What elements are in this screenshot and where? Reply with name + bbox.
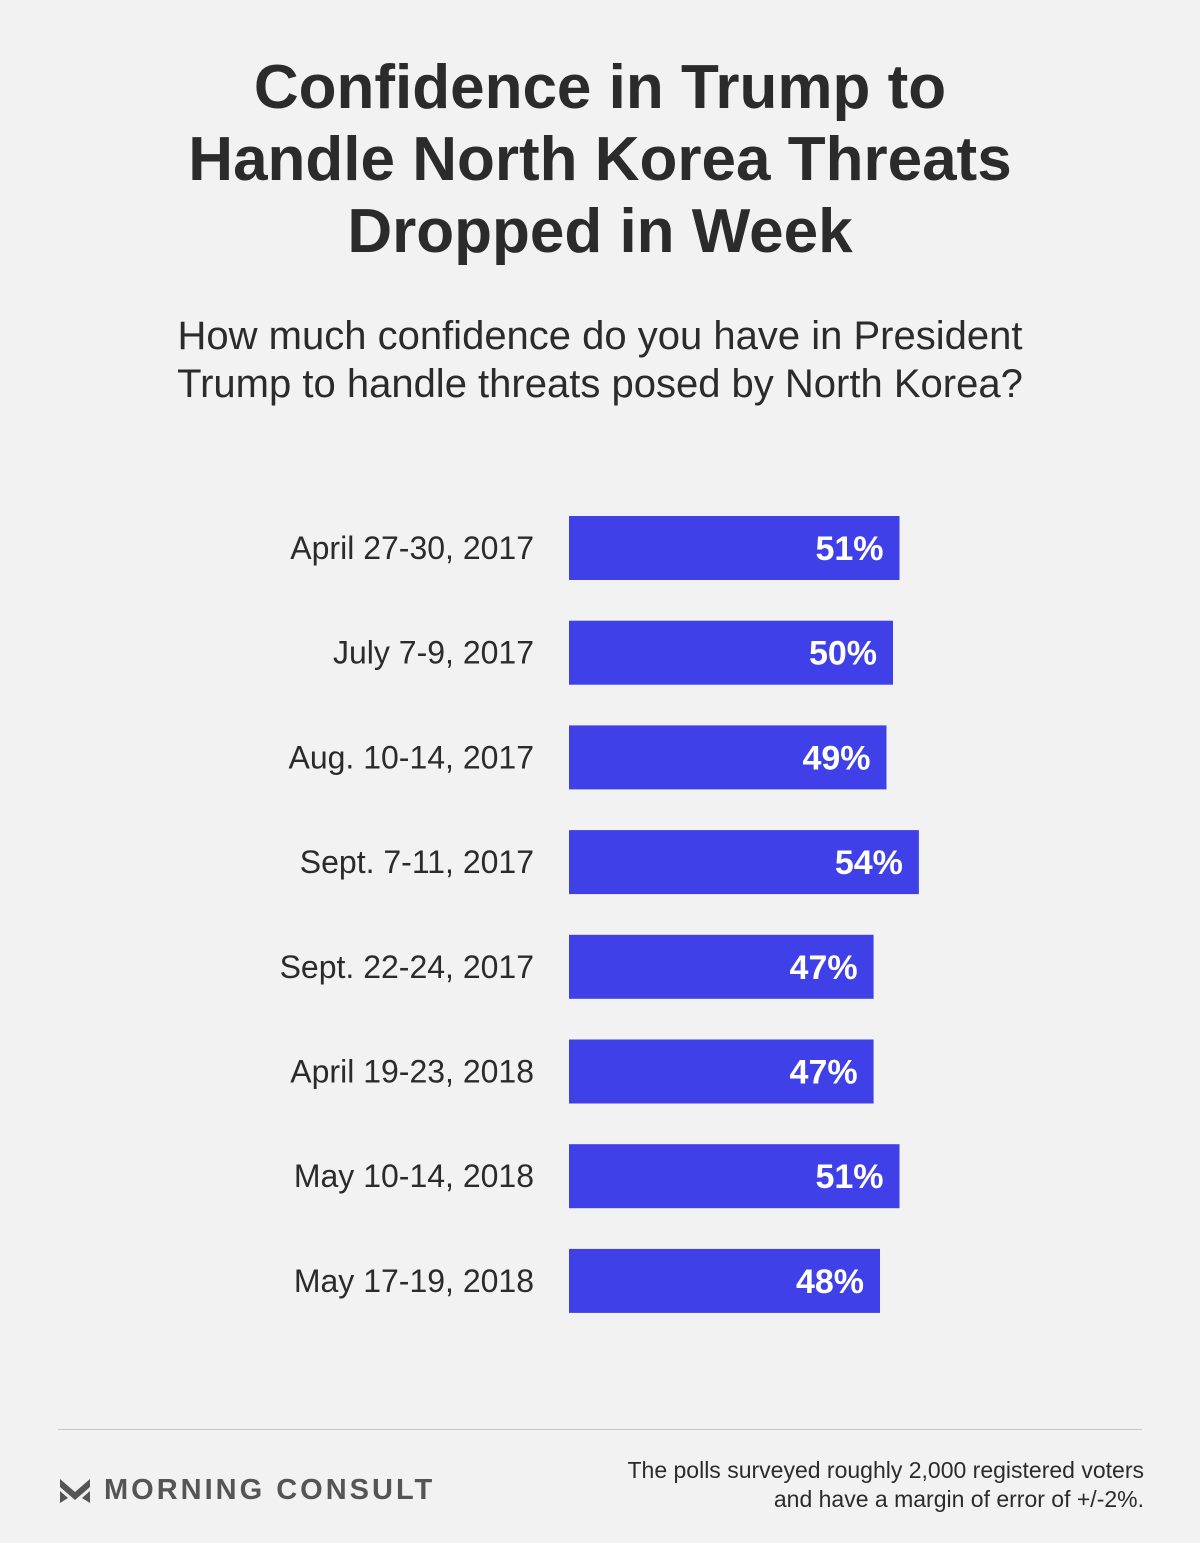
bar [569, 725, 887, 790]
category-label: April 27-30, 2017 [290, 530, 534, 566]
bar [569, 516, 900, 580]
footnote-line: The polls surveyed roughly 2,000 registe… [627, 1457, 1144, 1483]
chart-subtitle-line: Trump to handle threats posed by North K… [177, 362, 1023, 406]
brand-name: MORNING CONSULT [104, 1473, 436, 1506]
bar [569, 1248, 880, 1313]
category-label: Sept. 7-11, 2017 [300, 844, 534, 880]
brand-logo: MORNING CONSULT [58, 1470, 435, 1510]
bar [569, 1144, 900, 1209]
chart-subtitle: How much confidence do you have in Presi… [0, 312, 1200, 408]
bar-value-label: 54% [835, 844, 903, 882]
category-label: Sept. 22-24, 2017 [280, 949, 534, 985]
chart-title-line: Dropped in Week [347, 197, 853, 266]
bar [569, 830, 919, 895]
chart-subtitle-line: How much confidence do you have in Presi… [177, 314, 1023, 358]
bar [569, 620, 893, 685]
footnote: The polls surveyed roughly 2,000 registe… [524, 1456, 1144, 1514]
bar-chart: April 27-30, 2017 51% July 7-9, 2017 50% Aug… [280, 516, 919, 1313]
footer-divider [58, 1429, 1142, 1430]
footnote-line: and have a margin of error of +/-2%. [773, 1486, 1144, 1512]
bar-value-label: 51% [815, 1158, 883, 1196]
morning-consult-logo-icon [60, 1479, 90, 1503]
category-label: April 19-23, 2018 [290, 1054, 534, 1090]
bar-value-label: 48% [796, 1263, 864, 1301]
category-label: Aug. 10-14, 2017 [288, 739, 534, 775]
chart-title-line: Handle North Korea Threats [188, 125, 1012, 194]
category-label: July 7-9, 2017 [333, 635, 534, 671]
chart-title-line: Confidence in Trump to [253, 53, 947, 122]
category-label: May 10-14, 2018 [294, 1158, 534, 1194]
chart-title: Confidence in Trump to Handle North Kore… [0, 52, 1200, 268]
bar-value-label: 51% [815, 530, 883, 568]
bar-value-label: 49% [802, 739, 870, 777]
bar-value-label: 50% [809, 635, 877, 673]
bar-value-label: 47% [790, 949, 858, 987]
category-label: May 17-19, 2018 [294, 1263, 534, 1299]
bar [569, 1039, 874, 1104]
bar [569, 934, 874, 999]
bar-value-label: 47% [790, 1054, 858, 1092]
